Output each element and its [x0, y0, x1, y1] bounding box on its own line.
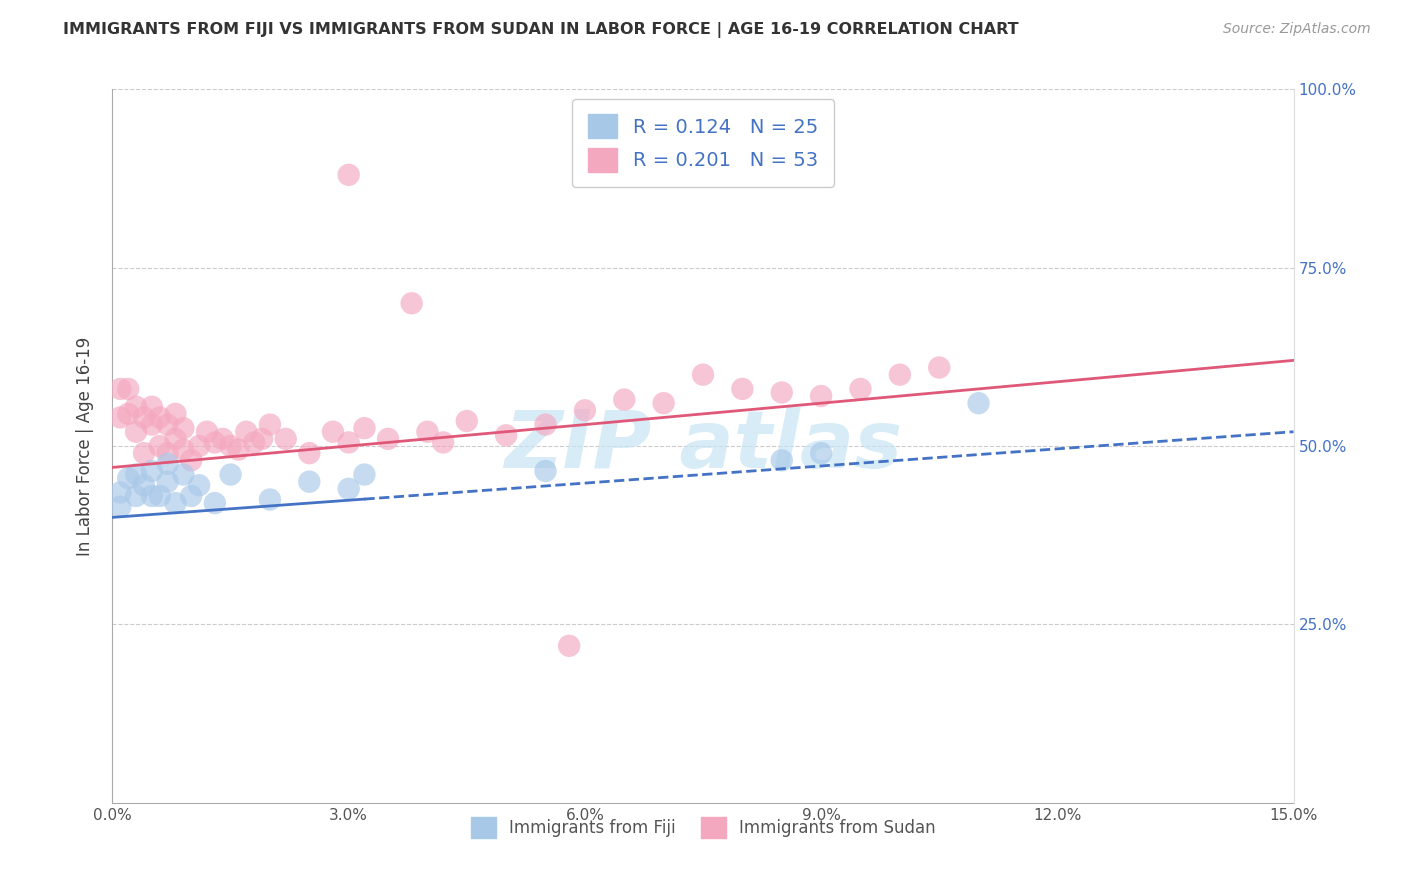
Point — [149, 439, 172, 453]
Point — [165, 496, 187, 510]
Point — [156, 475, 179, 489]
Point — [219, 467, 242, 482]
Y-axis label: In Labor Force | Age 16-19: In Labor Force | Age 16-19 — [76, 336, 94, 556]
Point — [156, 417, 179, 432]
Point — [235, 425, 257, 439]
Point — [204, 435, 226, 450]
Point — [141, 464, 163, 478]
Point — [274, 432, 297, 446]
Point — [165, 407, 187, 421]
Text: ZIP atlas: ZIP atlas — [503, 407, 903, 485]
Point — [432, 435, 454, 450]
Point — [889, 368, 911, 382]
Point — [456, 414, 478, 428]
Point — [125, 425, 148, 439]
Point — [110, 382, 132, 396]
Point — [416, 425, 439, 439]
Text: Source: ZipAtlas.com: Source: ZipAtlas.com — [1223, 22, 1371, 37]
Point — [731, 382, 754, 396]
Point — [849, 382, 872, 396]
Point — [558, 639, 581, 653]
Point — [574, 403, 596, 417]
Point — [172, 421, 194, 435]
Point — [156, 446, 179, 460]
Point — [495, 428, 517, 442]
Point — [110, 485, 132, 500]
Point — [692, 368, 714, 382]
Point — [211, 432, 233, 446]
Point — [132, 446, 155, 460]
Point — [117, 471, 139, 485]
Point — [117, 407, 139, 421]
Point — [250, 432, 273, 446]
Legend: Immigrants from Fiji, Immigrants from Sudan: Immigrants from Fiji, Immigrants from Su… — [464, 811, 942, 845]
Point — [353, 421, 375, 435]
Point — [259, 492, 281, 507]
Point — [298, 475, 321, 489]
Point — [141, 400, 163, 414]
Point — [180, 453, 202, 467]
Point — [337, 435, 360, 450]
Point — [141, 417, 163, 432]
Point — [219, 439, 242, 453]
Point — [810, 446, 832, 460]
Point — [117, 382, 139, 396]
Point — [322, 425, 344, 439]
Point — [132, 478, 155, 492]
Point — [195, 425, 218, 439]
Point — [259, 417, 281, 432]
Point — [337, 168, 360, 182]
Point — [125, 400, 148, 414]
Point — [243, 435, 266, 450]
Point — [149, 489, 172, 503]
Point — [125, 489, 148, 503]
Point — [172, 467, 194, 482]
Point — [613, 392, 636, 407]
Point — [132, 410, 155, 425]
Point — [188, 478, 211, 492]
Point — [110, 500, 132, 514]
Point — [110, 410, 132, 425]
Point — [298, 446, 321, 460]
Point — [180, 489, 202, 503]
Point — [534, 417, 557, 432]
Point — [770, 453, 793, 467]
Text: IMMIGRANTS FROM FIJI VS IMMIGRANTS FROM SUDAN IN LABOR FORCE | AGE 16-19 CORRELA: IMMIGRANTS FROM FIJI VS IMMIGRANTS FROM … — [63, 22, 1019, 38]
Point — [125, 467, 148, 482]
Point — [156, 457, 179, 471]
Point — [652, 396, 675, 410]
Point — [928, 360, 950, 375]
Point — [770, 385, 793, 400]
Point — [377, 432, 399, 446]
Point — [228, 442, 250, 457]
Point — [353, 467, 375, 482]
Point — [810, 389, 832, 403]
Point — [401, 296, 423, 310]
Point — [204, 496, 226, 510]
Point — [534, 464, 557, 478]
Point — [149, 410, 172, 425]
Point — [172, 442, 194, 457]
Point — [165, 432, 187, 446]
Point — [141, 489, 163, 503]
Point — [188, 439, 211, 453]
Point — [967, 396, 990, 410]
Point — [337, 482, 360, 496]
